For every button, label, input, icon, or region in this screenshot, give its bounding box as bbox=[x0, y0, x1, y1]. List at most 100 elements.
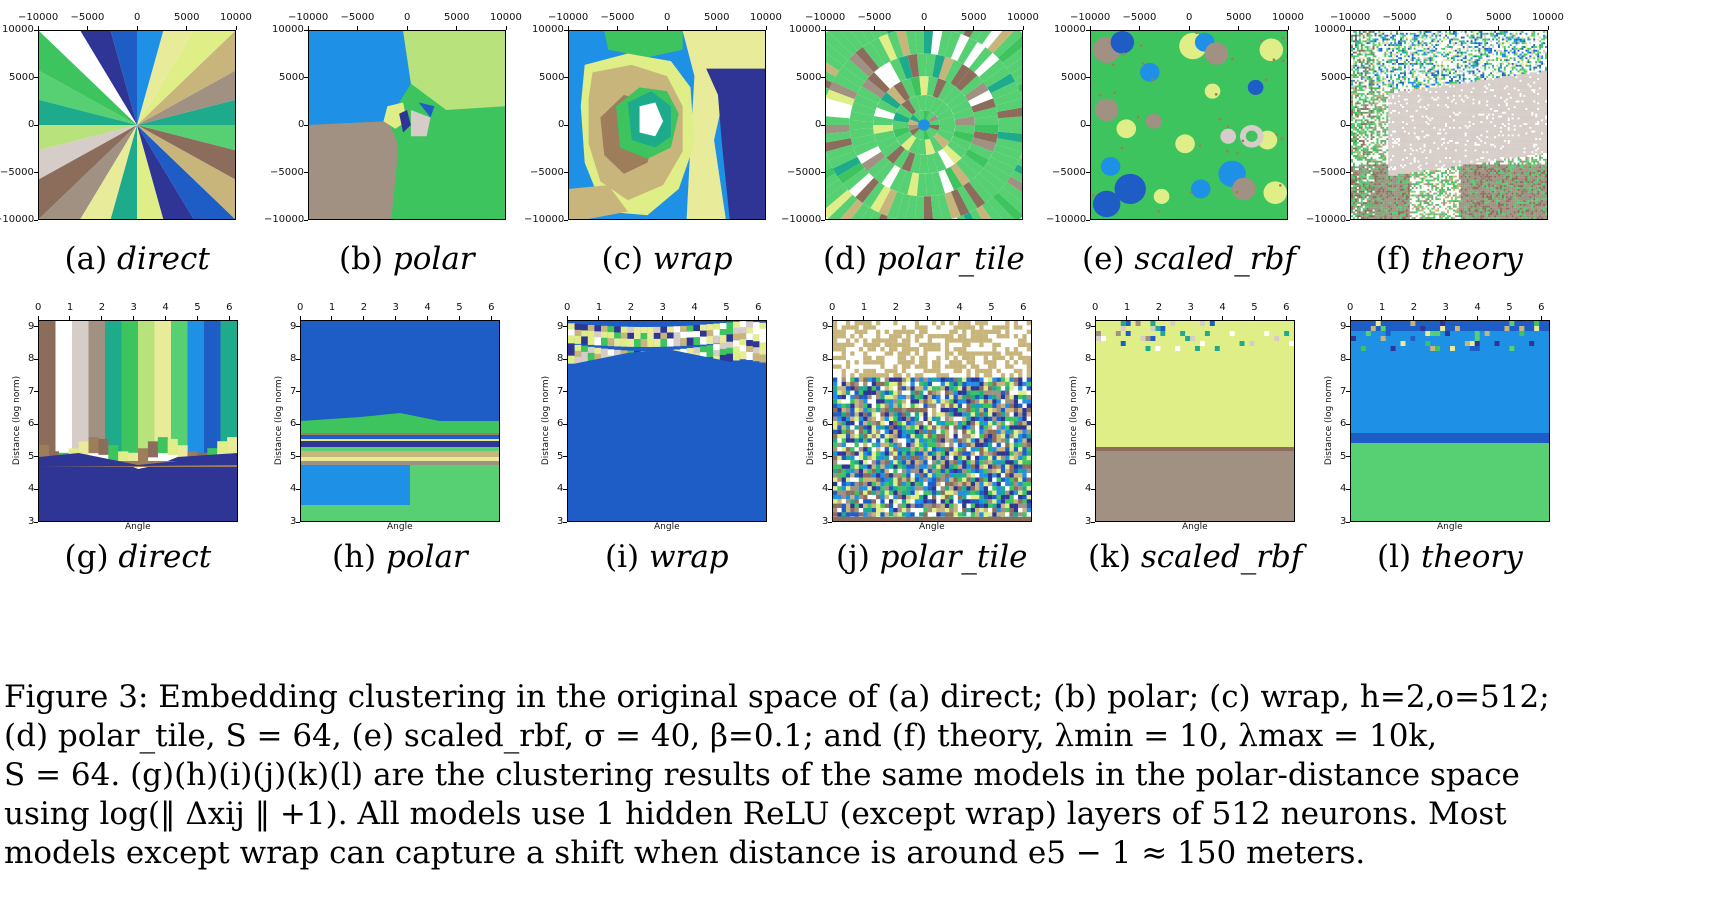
cluster-cell bbox=[1370, 96, 1373, 99]
cluster-cell bbox=[1449, 57, 1452, 60]
cluster-cell bbox=[1411, 47, 1414, 50]
cluster-cell bbox=[1525, 51, 1528, 54]
cluster-cell bbox=[1352, 34, 1356, 37]
cluster-cell bbox=[1470, 111, 1473, 114]
cluster-cell bbox=[1525, 31, 1528, 33]
cluster-cell bbox=[1505, 109, 1508, 112]
cluster-cell bbox=[1394, 89, 1397, 92]
cluster-cell bbox=[1366, 40, 1369, 43]
cluster-cell bbox=[1370, 36, 1373, 39]
cluster-cell bbox=[1443, 72, 1446, 75]
cluster-cell bbox=[1435, 57, 1438, 60]
cluster-cell bbox=[1478, 31, 1481, 33]
cluster-cell bbox=[1431, 74, 1434, 77]
tile-cell bbox=[975, 205, 992, 219]
cluster-cell bbox=[1356, 106, 1359, 109]
cluster-cell bbox=[1354, 46, 1357, 49]
cluster-cell bbox=[1456, 76, 1459, 79]
cluster-cell bbox=[1439, 100, 1442, 103]
cluster-cell bbox=[1517, 46, 1520, 49]
cluster-cell bbox=[1417, 96, 1420, 99]
cluster-cell bbox=[1458, 93, 1461, 96]
cluster-cell bbox=[1431, 89, 1434, 92]
cluster-cell bbox=[1519, 53, 1522, 56]
cluster-cell bbox=[1490, 104, 1493, 107]
cluster-cell bbox=[1413, 32, 1416, 35]
cluster-cell bbox=[1466, 36, 1469, 39]
cluster-cell bbox=[1498, 109, 1501, 112]
cluster-cell bbox=[1535, 59, 1538, 62]
cluster-cell bbox=[1401, 85, 1405, 88]
cluster-cell bbox=[1352, 62, 1356, 65]
cluster-cell bbox=[1531, 59, 1534, 62]
cluster-cell bbox=[1407, 36, 1410, 39]
cluster-cell bbox=[1366, 74, 1369, 77]
cluster-cell bbox=[1521, 109, 1524, 112]
cluster-cell bbox=[1352, 93, 1356, 96]
cluster-cell bbox=[1541, 81, 1544, 84]
cluster-cell bbox=[1468, 83, 1471, 86]
cluster-cell bbox=[1450, 91, 1454, 94]
cluster-cell bbox=[1545, 91, 1547, 94]
cluster-cell bbox=[1452, 44, 1455, 47]
cluster-cell bbox=[1545, 89, 1547, 92]
cluster-cell bbox=[1533, 34, 1536, 37]
cluster-cell bbox=[1543, 108, 1546, 111]
y-tick-label: −5000 bbox=[0, 166, 34, 178]
cluster-cell bbox=[1449, 47, 1452, 50]
cluster-cell bbox=[1513, 46, 1516, 49]
cluster-cell bbox=[1511, 87, 1514, 90]
cluster-cell bbox=[1376, 72, 1379, 75]
cluster-cell bbox=[1468, 81, 1471, 84]
cluster-cell bbox=[1427, 102, 1430, 105]
cluster-cell bbox=[1423, 47, 1426, 50]
cluster-cell bbox=[1390, 111, 1393, 114]
cluster-cell bbox=[1421, 85, 1424, 88]
cluster-blob bbox=[1110, 31, 1135, 54]
cluster-cell bbox=[1454, 57, 1457, 60]
cluster-cell bbox=[1472, 74, 1475, 77]
cluster-cell bbox=[1437, 96, 1440, 99]
cluster-cell bbox=[1394, 64, 1397, 67]
cluster-cell bbox=[1396, 85, 1399, 88]
cluster-cell bbox=[1352, 53, 1356, 56]
cluster-cell bbox=[1456, 113, 1459, 116]
cluster-cell bbox=[1437, 76, 1440, 79]
cluster-cell bbox=[1450, 72, 1454, 75]
cluster-cell bbox=[1356, 46, 1359, 49]
cluster-cell bbox=[1523, 68, 1526, 71]
cluster-cell bbox=[1366, 98, 1369, 101]
cluster-cell bbox=[1445, 76, 1448, 79]
cluster-cell bbox=[1443, 100, 1446, 103]
cluster-cell bbox=[1392, 111, 1395, 114]
cluster-cell bbox=[1472, 111, 1475, 114]
cluster-cell bbox=[1415, 102, 1418, 105]
cluster-cell bbox=[1460, 62, 1463, 65]
y-tick-mark bbox=[564, 77, 568, 78]
tile-cell bbox=[932, 151, 947, 173]
cluster-cell bbox=[1496, 81, 1499, 84]
cluster-cell bbox=[1423, 93, 1426, 96]
cluster-cell bbox=[1478, 111, 1481, 114]
cluster-cell bbox=[1439, 76, 1442, 79]
cluster-cell bbox=[1407, 32, 1410, 35]
cluster-cell bbox=[1503, 91, 1506, 94]
cluster-cell bbox=[1386, 59, 1389, 62]
cluster-cell bbox=[1543, 91, 1546, 94]
y-tick-mark bbox=[34, 124, 38, 126]
cluster-cell bbox=[1405, 78, 1408, 80]
cluster-cell bbox=[1405, 98, 1408, 101]
cluster-cell bbox=[1382, 96, 1385, 99]
cluster-cell bbox=[1484, 47, 1487, 50]
cluster-cell bbox=[1541, 34, 1544, 37]
cluster-cell bbox=[1523, 57, 1526, 60]
cluster-cell bbox=[1362, 38, 1365, 41]
cluster-cell bbox=[1401, 76, 1405, 79]
cluster-cell bbox=[1423, 44, 1426, 47]
cluster-cell bbox=[1482, 53, 1485, 56]
cluster-blob bbox=[1100, 156, 1121, 176]
cluster-cell bbox=[1537, 76, 1540, 79]
cluster-dot bbox=[1091, 193, 1095, 197]
cluster-cell bbox=[1503, 31, 1506, 33]
cluster-cell bbox=[1545, 59, 1547, 62]
